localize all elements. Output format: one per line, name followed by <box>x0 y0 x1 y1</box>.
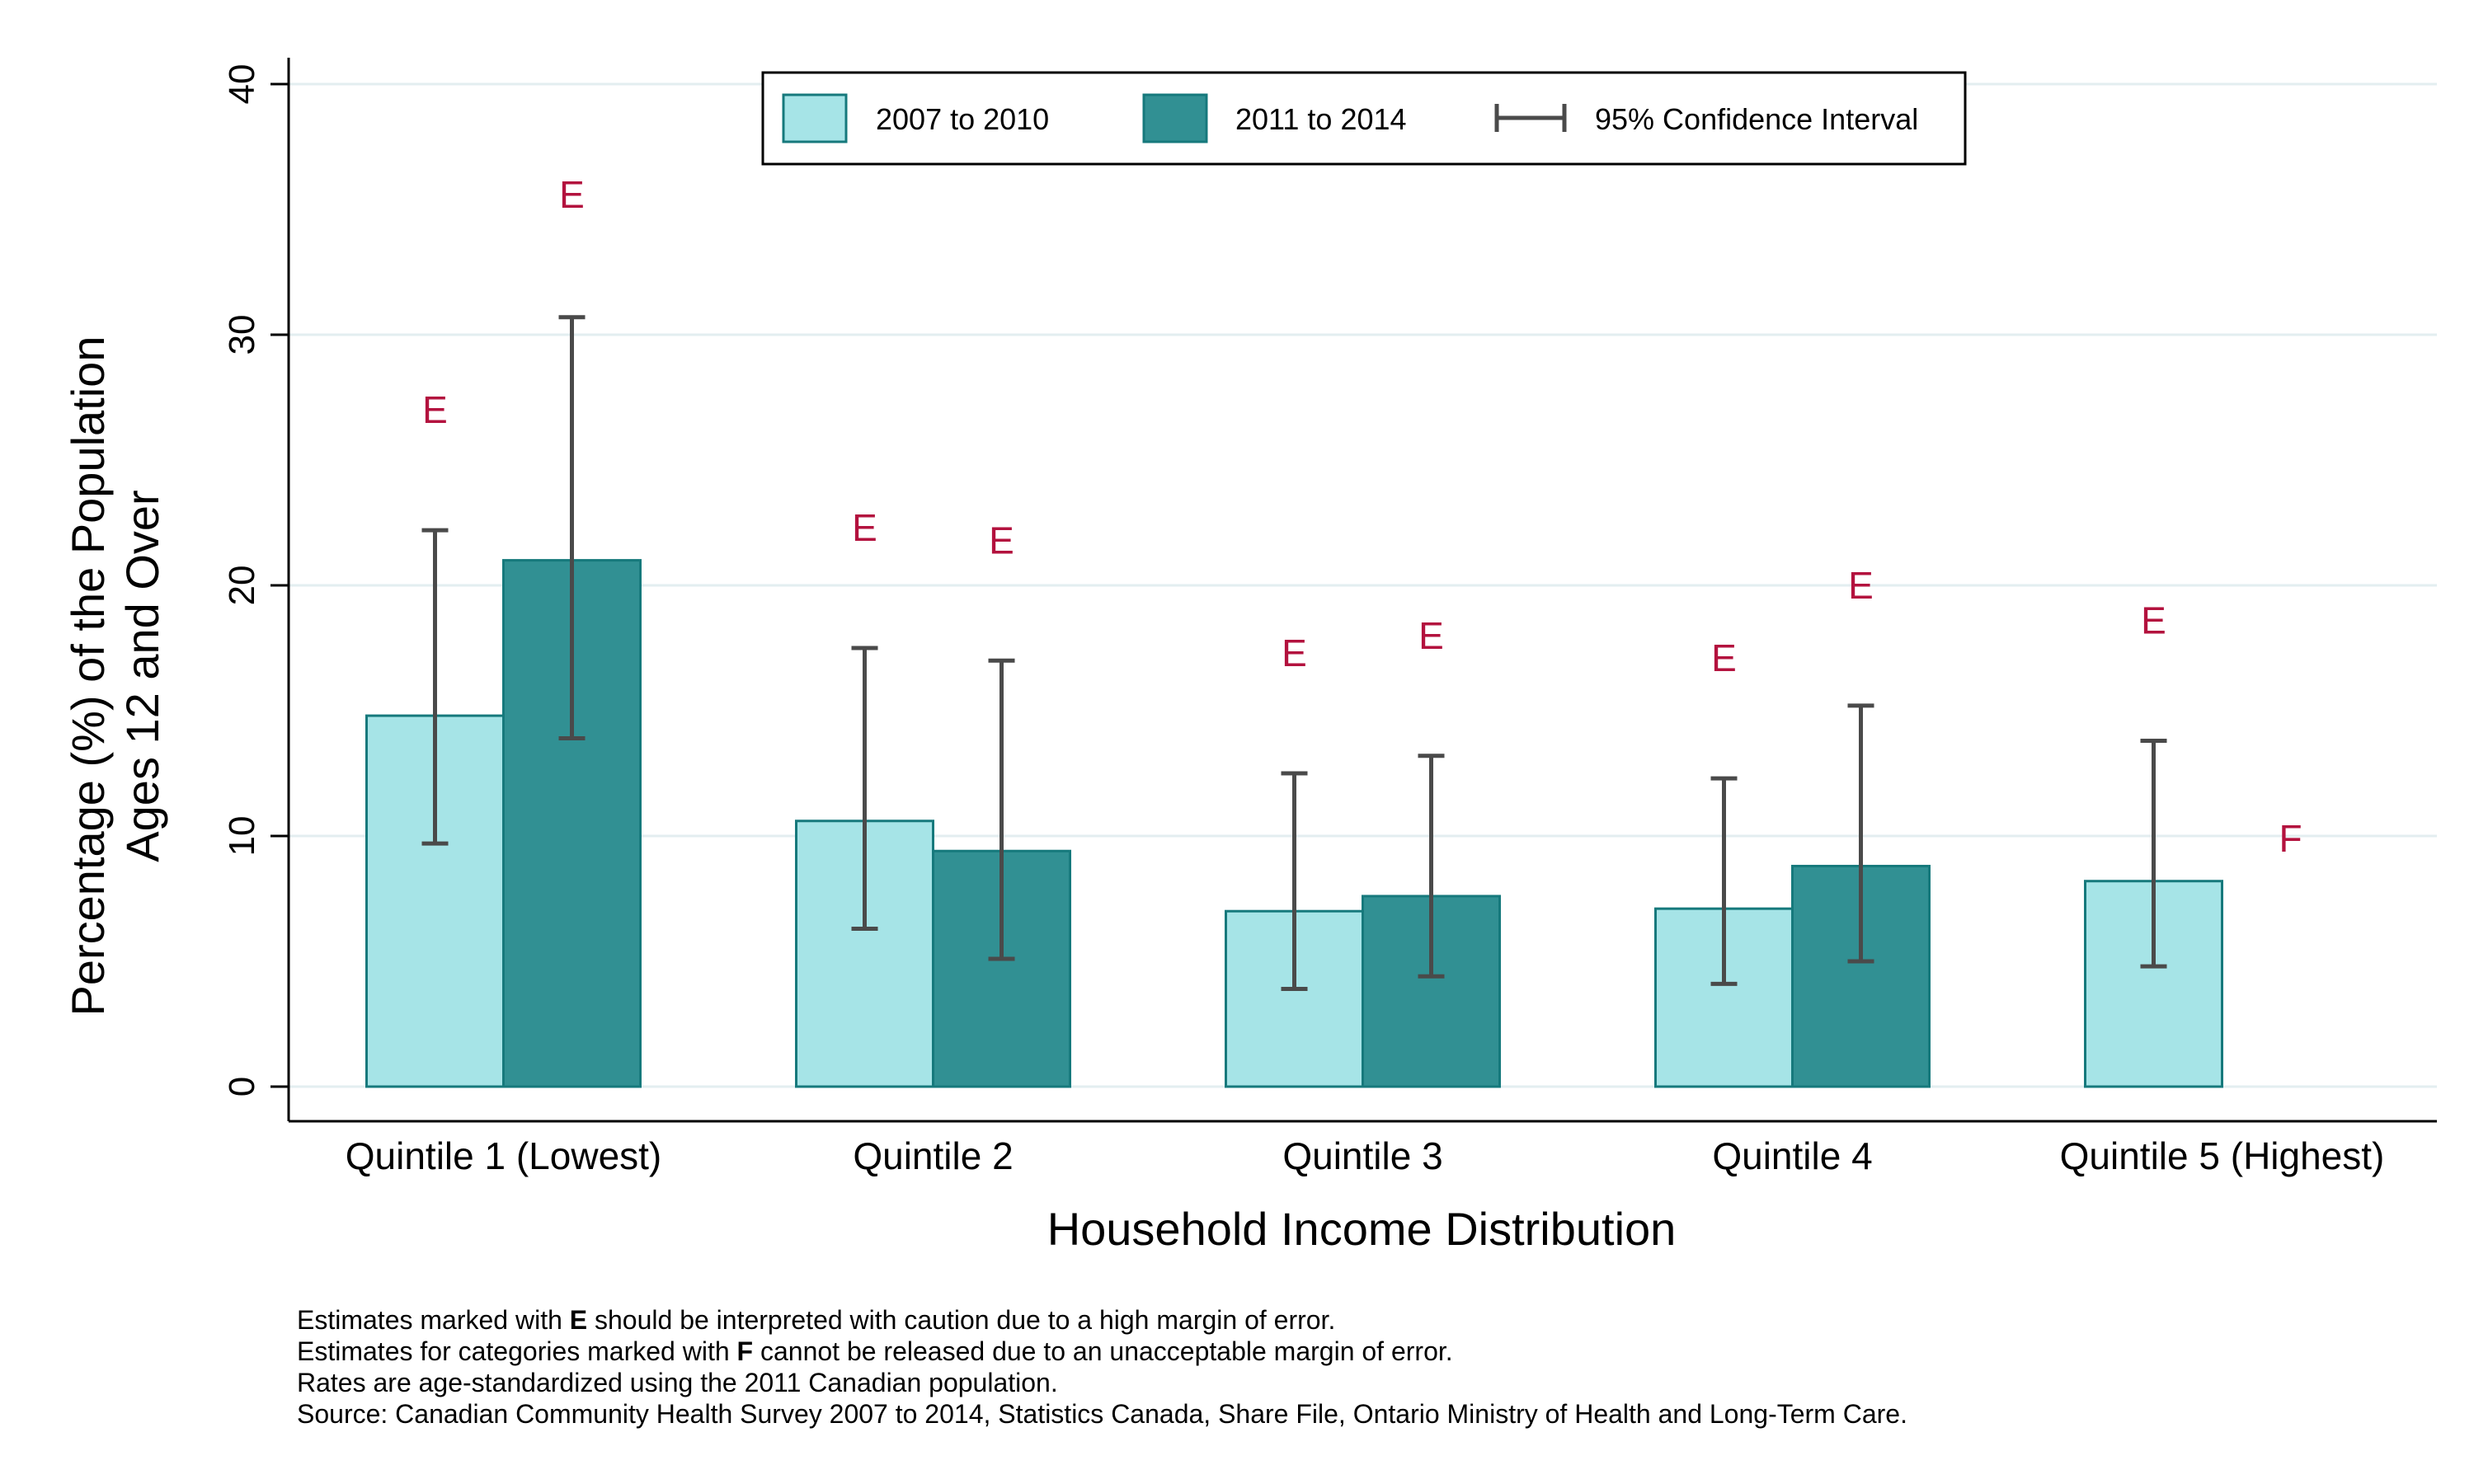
flag-s2-q4: E <box>1848 564 1874 607</box>
ci-s1-q3 <box>1281 771 1308 991</box>
y-tick-label-0: 0 <box>222 1077 262 1097</box>
flag-s2-q5: F <box>2279 817 2302 860</box>
flag-s2-q1: E <box>559 173 585 216</box>
y-axis-title-line-1: Percentage (%) of the Population <box>62 336 114 1017</box>
x-tick-label-2: Quintile 2 <box>853 1134 1013 1177</box>
tick-labels: 0 10 20 30 40 Quintile 1 (Lowest) Quintile 2 Qu… <box>222 64 2384 1177</box>
flag-s1-q2: E <box>852 506 877 549</box>
legend-swatch-2007-2010 <box>782 93 848 143</box>
x-axis-title: Household Income Distribution <box>1047 1203 1677 1255</box>
ci-s2-q2 <box>988 658 1015 961</box>
ci-s1-q5 <box>2140 738 2167 969</box>
ci-s1-q4 <box>1710 776 1738 986</box>
flag-s2-q3: E <box>1418 614 1444 657</box>
footnote-source: Source: Canadian Community Health Survey… <box>297 1399 1907 1429</box>
x-tick-label-3: Quintile 3 <box>1282 1134 1442 1177</box>
y-axis-title: Percentage (%) of the Population Ages 12… <box>62 336 168 1017</box>
footnotes: Estimates marked with E should be interp… <box>297 1304 1907 1430</box>
flag-s1-q3: E <box>1282 632 1307 674</box>
axes <box>270 58 2437 1123</box>
x-tick-label-1: Quintile 1 (Lowest) <box>346 1134 662 1177</box>
y-tick-label-40: 40 <box>222 64 262 105</box>
flag-s1-q1: E <box>422 388 448 431</box>
ci-s2-q3 <box>1418 754 1445 979</box>
legend-label-ci: 95% Confidence Interval <box>1595 102 1918 136</box>
y-tick-label-30: 30 <box>222 315 262 355</box>
legend-swatch-2011-2014 <box>1142 93 1208 143</box>
legend-box <box>761 71 1967 166</box>
legend-label-2011-2014: 2011 to 2014 <box>1235 102 1407 136</box>
legend-ci-icon <box>1494 104 1567 132</box>
legend-label-2007-2010: 2007 to 2010 <box>876 102 1049 136</box>
footnote-e: Estimates marked with E should be interp… <box>297 1305 1336 1335</box>
ci-s2-q1 <box>558 315 586 740</box>
x-tick-label-5: Quintile 5 (Highest) <box>2060 1134 2385 1177</box>
ci-s1-q2 <box>851 646 878 931</box>
y-tick-label-10: 10 <box>222 816 262 857</box>
bar-s1-q2 <box>795 819 934 1088</box>
estimate-flags: E E E E E E E E E F <box>422 173 2302 860</box>
flag-s2-q2: E <box>989 519 1014 561</box>
y-tick-label-20: 20 <box>222 566 262 606</box>
footnote-age-standardized: Rates are age-standardized using the 201… <box>297 1368 1058 1397</box>
flag-s1-q4: E <box>1711 636 1737 679</box>
legend: 2007 to 2010 2011 to 2014 95% Confidence… <box>761 71 1967 166</box>
footnote-f: Estimates for categories marked with F c… <box>297 1336 1453 1366</box>
x-tick-label-4: Quintile 4 <box>1712 1134 1872 1177</box>
confidence-intervals <box>421 315 2167 991</box>
flag-s1-q5: E <box>2141 599 2166 642</box>
ci-s2-q4 <box>1847 703 1874 964</box>
ci-s1-q1 <box>421 528 449 846</box>
y-axis-title-line-2: Ages 12 and Over <box>116 490 168 862</box>
